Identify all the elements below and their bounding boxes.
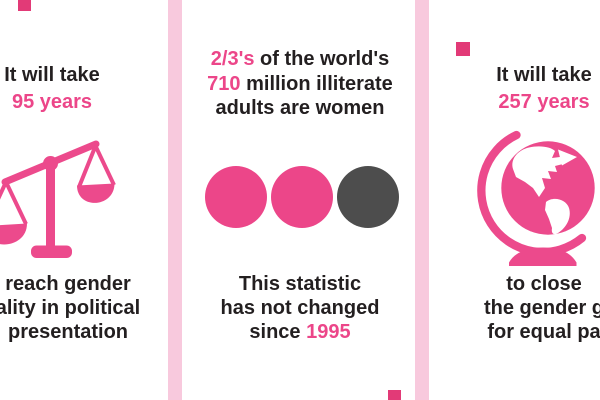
middle-footer-line2: has not changed <box>220 297 380 319</box>
stat-circle-filled-1 <box>205 166 267 228</box>
left-caption-line3: presentation <box>7 321 129 343</box>
balance-scale-icon <box>0 140 116 258</box>
stat-fraction: 2/3's <box>210 48 255 70</box>
middle-footer-line3-prefix: since <box>249 321 307 343</box>
middle-footer: This statistic has not changed since 199… <box>190 272 410 344</box>
right-caption: to close the gender g for equal pa <box>444 272 600 344</box>
middle-headline-line1-rest: of the world's <box>254 48 390 70</box>
right-caption-line1: to close <box>506 273 582 295</box>
middle-headline-line1: 2/3's of the world's <box>190 47 410 72</box>
divider-bar-right <box>415 0 429 400</box>
middle-headline-line3: adults are women <box>215 97 385 119</box>
stat-circle-filled-2 <box>271 166 333 228</box>
right-heading: It will take 257 years <box>444 62 600 116</box>
right-heading-line1: It will take <box>496 64 592 86</box>
right-caption-line3: for equal pa <box>487 321 600 343</box>
deco-square-right <box>456 42 470 56</box>
middle-headline-line2-rest: million illiterate <box>240 72 393 95</box>
stat-year: 1995 <box>306 321 351 343</box>
left-caption-line2: ality in political <box>0 297 141 319</box>
left-heading-line1: It will take <box>4 64 100 86</box>
left-caption-line1: reach gender <box>5 273 131 295</box>
left-caption: reach gender ality in political presenta… <box>0 272 178 344</box>
middle-footer-line3: since 1995 <box>190 320 410 344</box>
right-caption-line2: the gender g <box>483 297 600 319</box>
left-heading-years: 95 years <box>11 91 93 113</box>
divider-bar-left <box>168 0 182 400</box>
globe-icon <box>477 130 595 266</box>
right-heading-years: 257 years <box>498 91 590 113</box>
middle-footer-line1: This statistic <box>238 273 362 295</box>
middle-headline-line2: 710 million illiterate <box>190 72 410 97</box>
left-heading: It will take 95 years <box>0 62 152 116</box>
deco-square-bottom <box>388 390 401 400</box>
stat-circles <box>205 166 399 228</box>
stat-number: 710 <box>207 72 241 95</box>
deco-square-top-left <box>18 0 31 11</box>
middle-headline: 2/3's of the world's 710 million illiter… <box>190 47 410 121</box>
stat-circle-unfilled <box>337 166 399 228</box>
